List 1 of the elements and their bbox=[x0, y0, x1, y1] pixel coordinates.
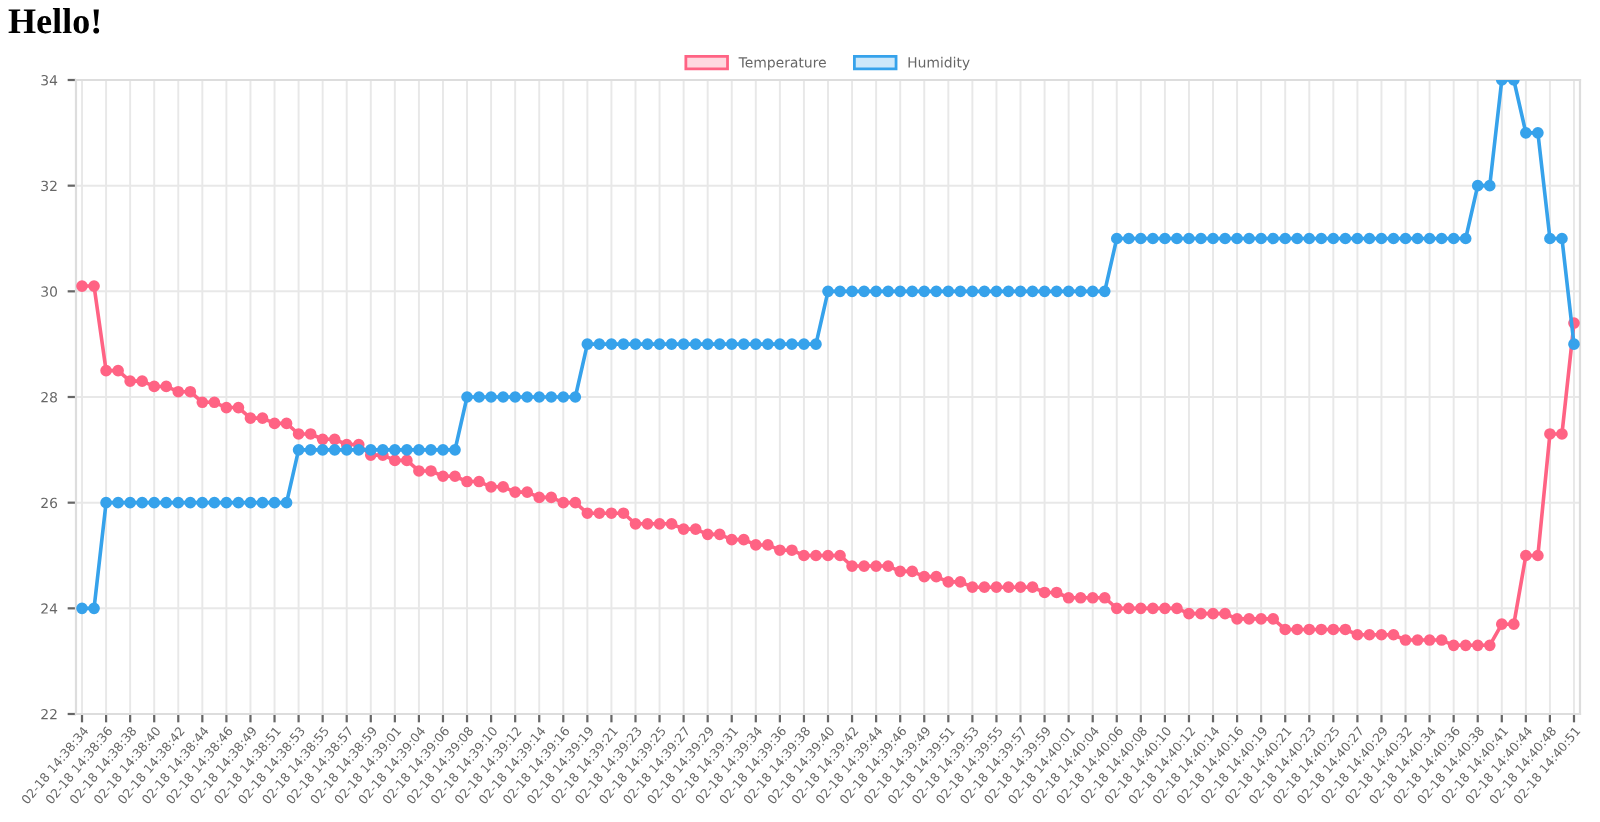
chart-title: Hello! bbox=[8, 8, 100, 34]
